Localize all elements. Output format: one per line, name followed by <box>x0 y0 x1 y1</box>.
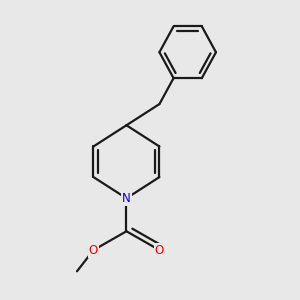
Text: N: N <box>122 192 131 205</box>
Text: O: O <box>89 244 98 256</box>
Text: O: O <box>155 244 164 256</box>
